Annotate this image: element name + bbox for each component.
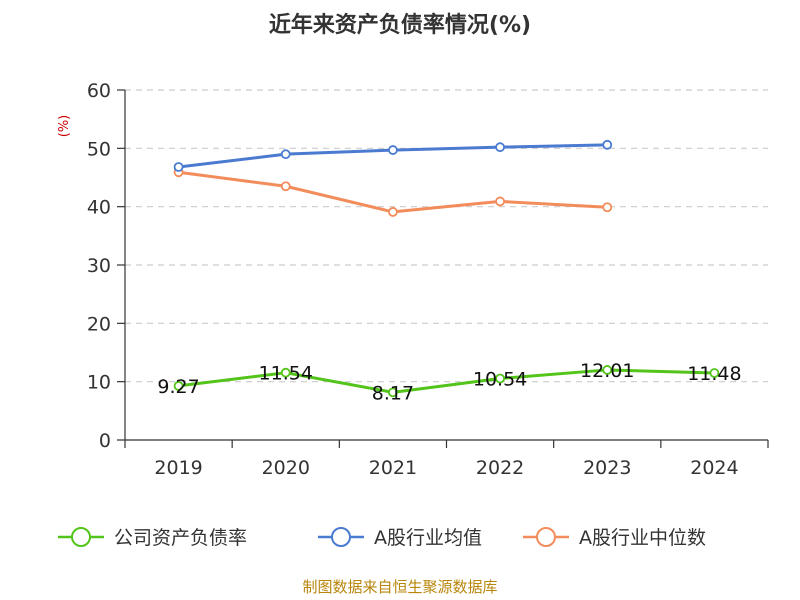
x-tick-label: 2023	[583, 457, 631, 479]
data-labels: 9.27 11.54 8.17 10.54 12.01 11.48	[157, 360, 741, 404]
data-point[interactable]	[709, 368, 720, 378]
chart-title: 近年来资产负债率情况(%)	[269, 12, 531, 38]
data-point[interactable]	[173, 162, 184, 172]
data-label: 10.54	[473, 369, 527, 391]
axes: 0 10 20 30 40 50 60 2019 2020 2021 2022 2023 2024	[87, 80, 769, 479]
data-point[interactable]	[388, 207, 398, 217]
data-point[interactable]	[173, 381, 184, 391]
x-tick-label: 2020	[262, 457, 310, 479]
series-lines	[173, 139, 720, 398]
gridlines	[125, 89, 768, 383]
series-line	[178, 170, 608, 214]
data-label: 11.54	[259, 363, 313, 385]
legend-item[interactable]: 公司资产负债率	[58, 527, 247, 549]
legend-label: A股行业中位数	[579, 527, 706, 549]
legend-item[interactable]: A股行业均值	[318, 527, 482, 549]
legend-label: 公司资产负债率	[114, 527, 247, 549]
legend-marker	[331, 527, 351, 547]
data-label: 11.48	[687, 363, 741, 385]
y-tick-label: 0	[99, 430, 111, 452]
data-label: 9.27	[157, 376, 199, 398]
data-label: 12.01	[580, 360, 634, 382]
data-point[interactable]	[602, 365, 613, 375]
y-tick-label: 40	[87, 197, 111, 219]
legend-item[interactable]: A股行业中位数	[523, 527, 706, 549]
data-point[interactable]	[495, 373, 505, 384]
data-point[interactable]	[388, 145, 398, 155]
data-point[interactable]	[280, 181, 291, 192]
data-point[interactable]	[602, 139, 613, 150]
y-tick-label: 50	[87, 138, 111, 160]
x-tick-label: 2022	[476, 457, 524, 479]
data-point[interactable]	[388, 387, 398, 398]
x-tick-label: 2024	[690, 457, 738, 479]
data-point[interactable]	[280, 367, 291, 378]
y-tick-label: 30	[87, 255, 111, 277]
data-point[interactable]	[602, 202, 613, 213]
y-tick-label: 60	[87, 80, 111, 102]
x-tick-label: 2021	[369, 457, 417, 479]
legend-marker	[536, 527, 556, 547]
legend-marker	[71, 527, 91, 547]
y-axis-label: (%)	[57, 115, 72, 138]
legend-label: A股行业均值	[374, 527, 482, 549]
data-label: 8.17	[372, 382, 414, 404]
data-point[interactable]	[280, 149, 291, 160]
series-line	[178, 368, 715, 394]
source-note: 制图数据来自恒生聚源数据库	[302, 578, 497, 596]
y-tick-label: 10	[87, 372, 111, 394]
data-point[interactable]	[495, 196, 505, 207]
legend[interactable]: 公司资产负债率 A股行业均值 A股行业中位数	[58, 527, 706, 549]
y-tick-label: 20	[87, 313, 111, 335]
x-tick-label: 2019	[154, 457, 202, 479]
data-point[interactable]	[495, 142, 505, 153]
